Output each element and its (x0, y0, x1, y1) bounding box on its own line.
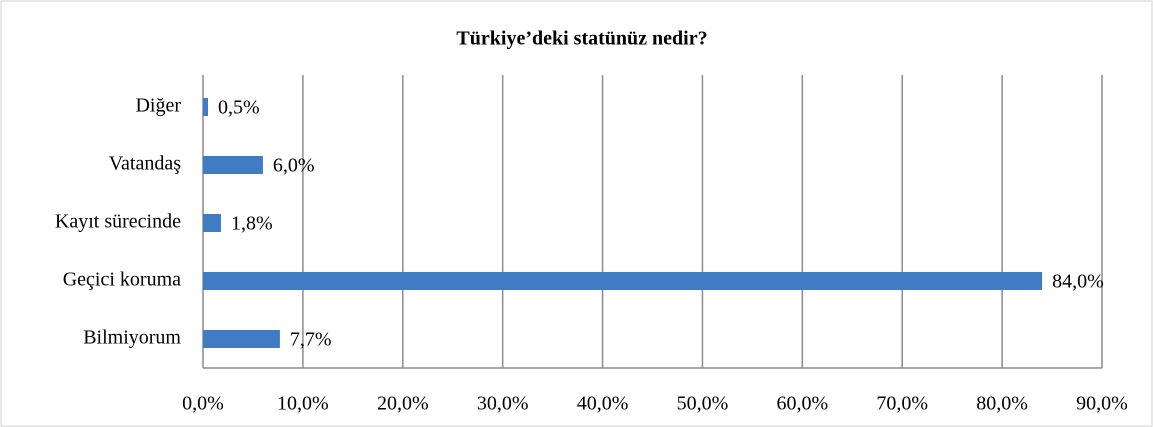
value-label: 1,8% (231, 213, 273, 235)
y-tick-label: Diğer (135, 95, 181, 117)
x-tick-label: 40,0% (577, 393, 629, 415)
bar (203, 98, 208, 116)
value-label: 84,0% (1052, 271, 1104, 293)
y-tick-label: Geçici koruma (63, 269, 181, 291)
x-tick-label: 30,0% (477, 393, 529, 415)
y-tick-label: Kayıt sürecinde (55, 211, 181, 233)
x-tick-label: 20,0% (377, 393, 429, 415)
x-tick-label: 80,0% (976, 393, 1028, 415)
bar (203, 214, 221, 232)
x-tick-label: 0,0% (182, 393, 224, 415)
value-label: 7,7% (290, 329, 332, 351)
x-tick-label: 10,0% (277, 393, 329, 415)
x-tick-label: 70,0% (876, 393, 928, 415)
chart-title: Türkiye’deki statünüz nedir? (456, 28, 707, 50)
x-tick-label: 90,0% (1076, 393, 1128, 415)
y-tick-label: Vatandaş (109, 153, 181, 175)
bar (203, 272, 1043, 290)
x-tick-label: 50,0% (677, 393, 729, 415)
y-tick-label: Bilmiyorum (83, 327, 181, 349)
value-label: 0,5% (218, 97, 260, 119)
bar (203, 156, 263, 174)
bar (203, 330, 280, 348)
x-tick-label: 60,0% (776, 393, 828, 415)
value-label: 6,0% (273, 155, 315, 177)
